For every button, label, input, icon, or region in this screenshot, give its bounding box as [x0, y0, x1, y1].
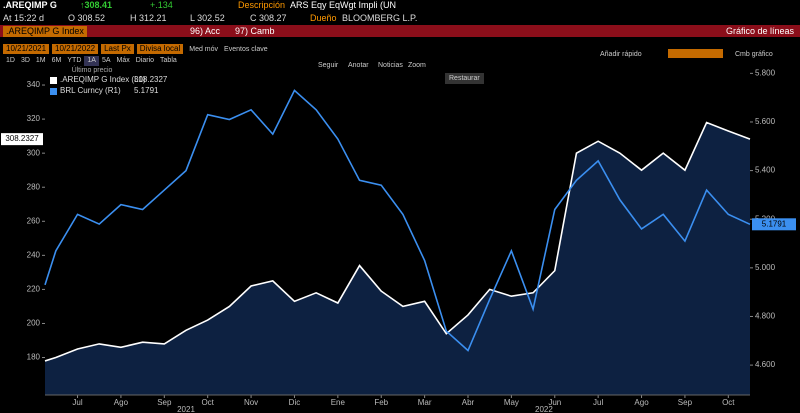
- last-tag: [752, 218, 796, 231]
- legend-label: BRL Curncy (R1): [60, 86, 121, 95]
- last: ↑308.41: [80, 0, 113, 10]
- ohlc-row: At 15:22 d O 308.52 H 312.21 L 302.52 C …: [0, 13, 800, 25]
- x-tick-label: Ago: [634, 398, 649, 407]
- open: O 308.52: [68, 13, 106, 23]
- add-quick[interactable]: Añadir rápido: [600, 51, 642, 58]
- tool[interactable]: Zoom: [408, 62, 426, 69]
- y2-tick-label: 5.400: [755, 166, 776, 175]
- tool[interactable]: Seguir: [318, 62, 339, 69]
- y-tick-label: 240: [27, 250, 41, 259]
- x-tick-label: Feb: [374, 398, 388, 407]
- y-tick-label: 300: [27, 148, 41, 157]
- x-tick-label: Nov: [244, 398, 258, 407]
- x-tick-label: Jun: [548, 398, 561, 407]
- x-tick-label: Jul: [72, 398, 82, 407]
- y2-tick-label: 5.600: [755, 117, 776, 126]
- time: At 15:22 d: [3, 13, 45, 23]
- y2-tick-label: 5.800: [755, 68, 776, 77]
- change-chart[interactable]: Cmb gráfico: [735, 51, 773, 58]
- period[interactable]: Máx: [116, 57, 130, 64]
- desc: ARS Eqy EqWgt Impli (UN: [290, 0, 397, 10]
- period[interactable]: YTD: [67, 57, 82, 64]
- events[interactable]: Eventos clave: [224, 46, 268, 53]
- owner-label: Dueño: [310, 13, 337, 23]
- series-line: [44, 89, 751, 352]
- high: H 312.21: [130, 13, 167, 23]
- legend-value: 5.1791: [134, 86, 159, 95]
- period[interactable]: 1A: [84, 56, 99, 66]
- y2-tick-label: 4.800: [755, 312, 776, 321]
- area: [45, 122, 750, 395]
- period[interactable]: 1M: [35, 57, 46, 64]
- low: L 302.52: [190, 13, 225, 23]
- period-row: Añadir rápido Cmb gráfico 1D 3D 1M 6M YTD 1A 5…: [0, 49, 800, 66]
- x-tick-label: Abr: [462, 398, 475, 407]
- y-tick-label: 340: [27, 80, 41, 89]
- x-tick-label: May: [504, 398, 519, 407]
- x-tick-label: Sep: [678, 398, 693, 407]
- legend-value: 308.2327: [134, 75, 168, 84]
- camb[interactable]: 97) Camb: [235, 26, 275, 36]
- x-tick-label: Mar: [418, 398, 432, 407]
- quote-row: .AREQIMP G ↑308.41 +.134 Descripción ARS…: [0, 0, 800, 13]
- y-tick-label: 220: [27, 285, 41, 294]
- legend-swatch: [50, 88, 57, 95]
- desc-label: Descripción: [238, 0, 286, 10]
- tools-row: Restaurar Seguir Anotar Noticias Zoom: [0, 60, 800, 84]
- period-option[interactable]: Diario: [135, 57, 155, 64]
- last-tag: [1, 133, 43, 146]
- start-date[interactable]: 10/21/2021: [3, 44, 50, 54]
- x-tick-label: Oct: [722, 398, 735, 407]
- x-tick-label: Oct: [201, 398, 214, 407]
- change: +.134: [150, 0, 173, 10]
- x-tick-label: Ene: [331, 398, 346, 407]
- y2-tick-label: 4.600: [755, 360, 776, 369]
- close: C 308.27: [250, 13, 287, 23]
- last-tag-label: 308.2327: [5, 134, 39, 143]
- year-label: 2021: [177, 405, 195, 413]
- legend-swatch: [50, 77, 57, 84]
- period[interactable]: 6M: [51, 57, 62, 64]
- settings-row: 10/21/2021 10/21/2022 Last Px Divisa local M…: [0, 38, 800, 54]
- title-bar: .AREQIMP G Index 96) Acc 97) Camb Gráfic…: [0, 25, 800, 37]
- y-tick-label: 200: [27, 319, 41, 328]
- y-tick-label: 320: [27, 114, 41, 123]
- period[interactable]: 5A: [101, 57, 111, 64]
- ticker[interactable]: .AREQIMP G Index: [3, 26, 87, 37]
- tool[interactable]: Noticias: [378, 62, 403, 69]
- x-tick-label: Dic: [289, 398, 301, 407]
- end-date[interactable]: 10/21/2022: [52, 44, 99, 54]
- x-tick-label: Jul: [593, 398, 603, 407]
- y2-tick-label: 5.000: [755, 263, 776, 272]
- field[interactable]: Last Px: [101, 44, 134, 54]
- series-line: [44, 121, 751, 362]
- y-tick-label: 180: [27, 353, 41, 362]
- period-option[interactable]: Tabla: [160, 57, 177, 64]
- legend-box: [47, 75, 167, 97]
- currency[interactable]: Divisa local: [136, 44, 184, 54]
- add-box[interactable]: [668, 49, 723, 58]
- x-tick-label: Sep: [157, 398, 172, 407]
- period[interactable]: 1D: [6, 57, 15, 64]
- acc[interactable]: 96) Acc: [190, 26, 221, 36]
- restore[interactable]: Restaurar: [445, 73, 484, 84]
- tool[interactable]: Anotar: [348, 62, 369, 69]
- legend-title: Último precio: [72, 65, 113, 74]
- chart-kind: Gráfico de líneas: [725, 26, 794, 36]
- y-tick-label: 260: [27, 216, 41, 225]
- x-tick-label: Ago: [114, 398, 129, 407]
- year-label: 2022: [535, 405, 553, 413]
- period[interactable]: 3D: [20, 57, 30, 64]
- legend-label: .AREQIMP G Index (L1): [60, 75, 146, 84]
- y-tick-label: 280: [27, 182, 41, 191]
- symbol: .AREQIMP G: [3, 0, 57, 10]
- moving-avg[interactable]: Med móv: [189, 46, 219, 53]
- owner: BLOOMBERG L.P.: [342, 13, 418, 23]
- last-tag-label: 5.1791: [762, 219, 787, 228]
